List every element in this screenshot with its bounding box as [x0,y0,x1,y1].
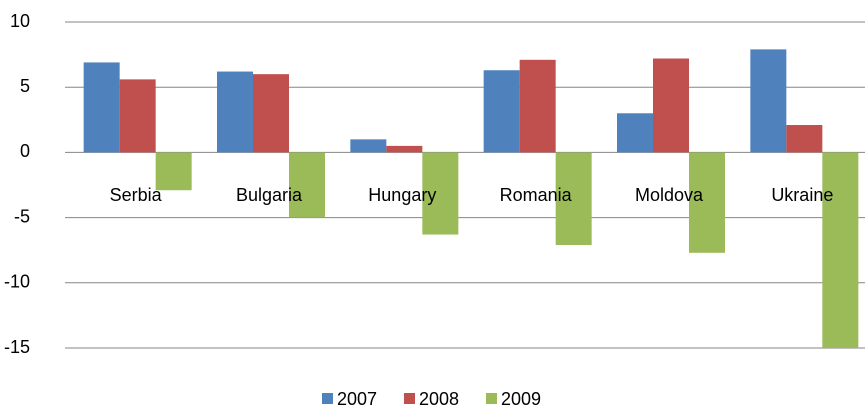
legend-label: 2008 [419,389,459,409]
bar [822,152,859,348]
bar [786,125,823,153]
y-tick-label: 0 [20,141,30,161]
bar [422,152,459,235]
bar [555,152,592,245]
y-tick-label: 5 [20,76,30,96]
bar [289,152,325,218]
y-tick-label: -10 [4,272,30,292]
y-tick-label: 10 [10,11,30,31]
bar [119,79,156,153]
legend-label: 2007 [337,389,377,409]
legend-swatch [486,393,497,404]
bar [689,152,725,253]
legend-swatch [404,393,415,404]
bar [617,113,653,153]
bar [253,74,289,153]
bar [483,70,520,153]
bar [386,145,423,153]
x-tick-label: Serbia [110,185,163,205]
bar [83,62,120,153]
bar [750,49,787,153]
x-tick-label: Ukraine [771,185,833,205]
bar [653,58,689,153]
bar [217,71,253,153]
legend-label: 2009 [501,389,541,409]
x-tick-label: Hungary [368,185,436,205]
bar [350,139,387,153]
bar [155,152,192,191]
bar [519,59,556,153]
x-tick-label: Romania [500,185,573,205]
y-tick-label: -5 [14,206,30,226]
y-tick-label: -15 [4,337,30,357]
legend-swatch [322,393,333,404]
x-tick-label: Moldova [635,185,704,205]
x-tick-label: Bulgaria [236,185,303,205]
